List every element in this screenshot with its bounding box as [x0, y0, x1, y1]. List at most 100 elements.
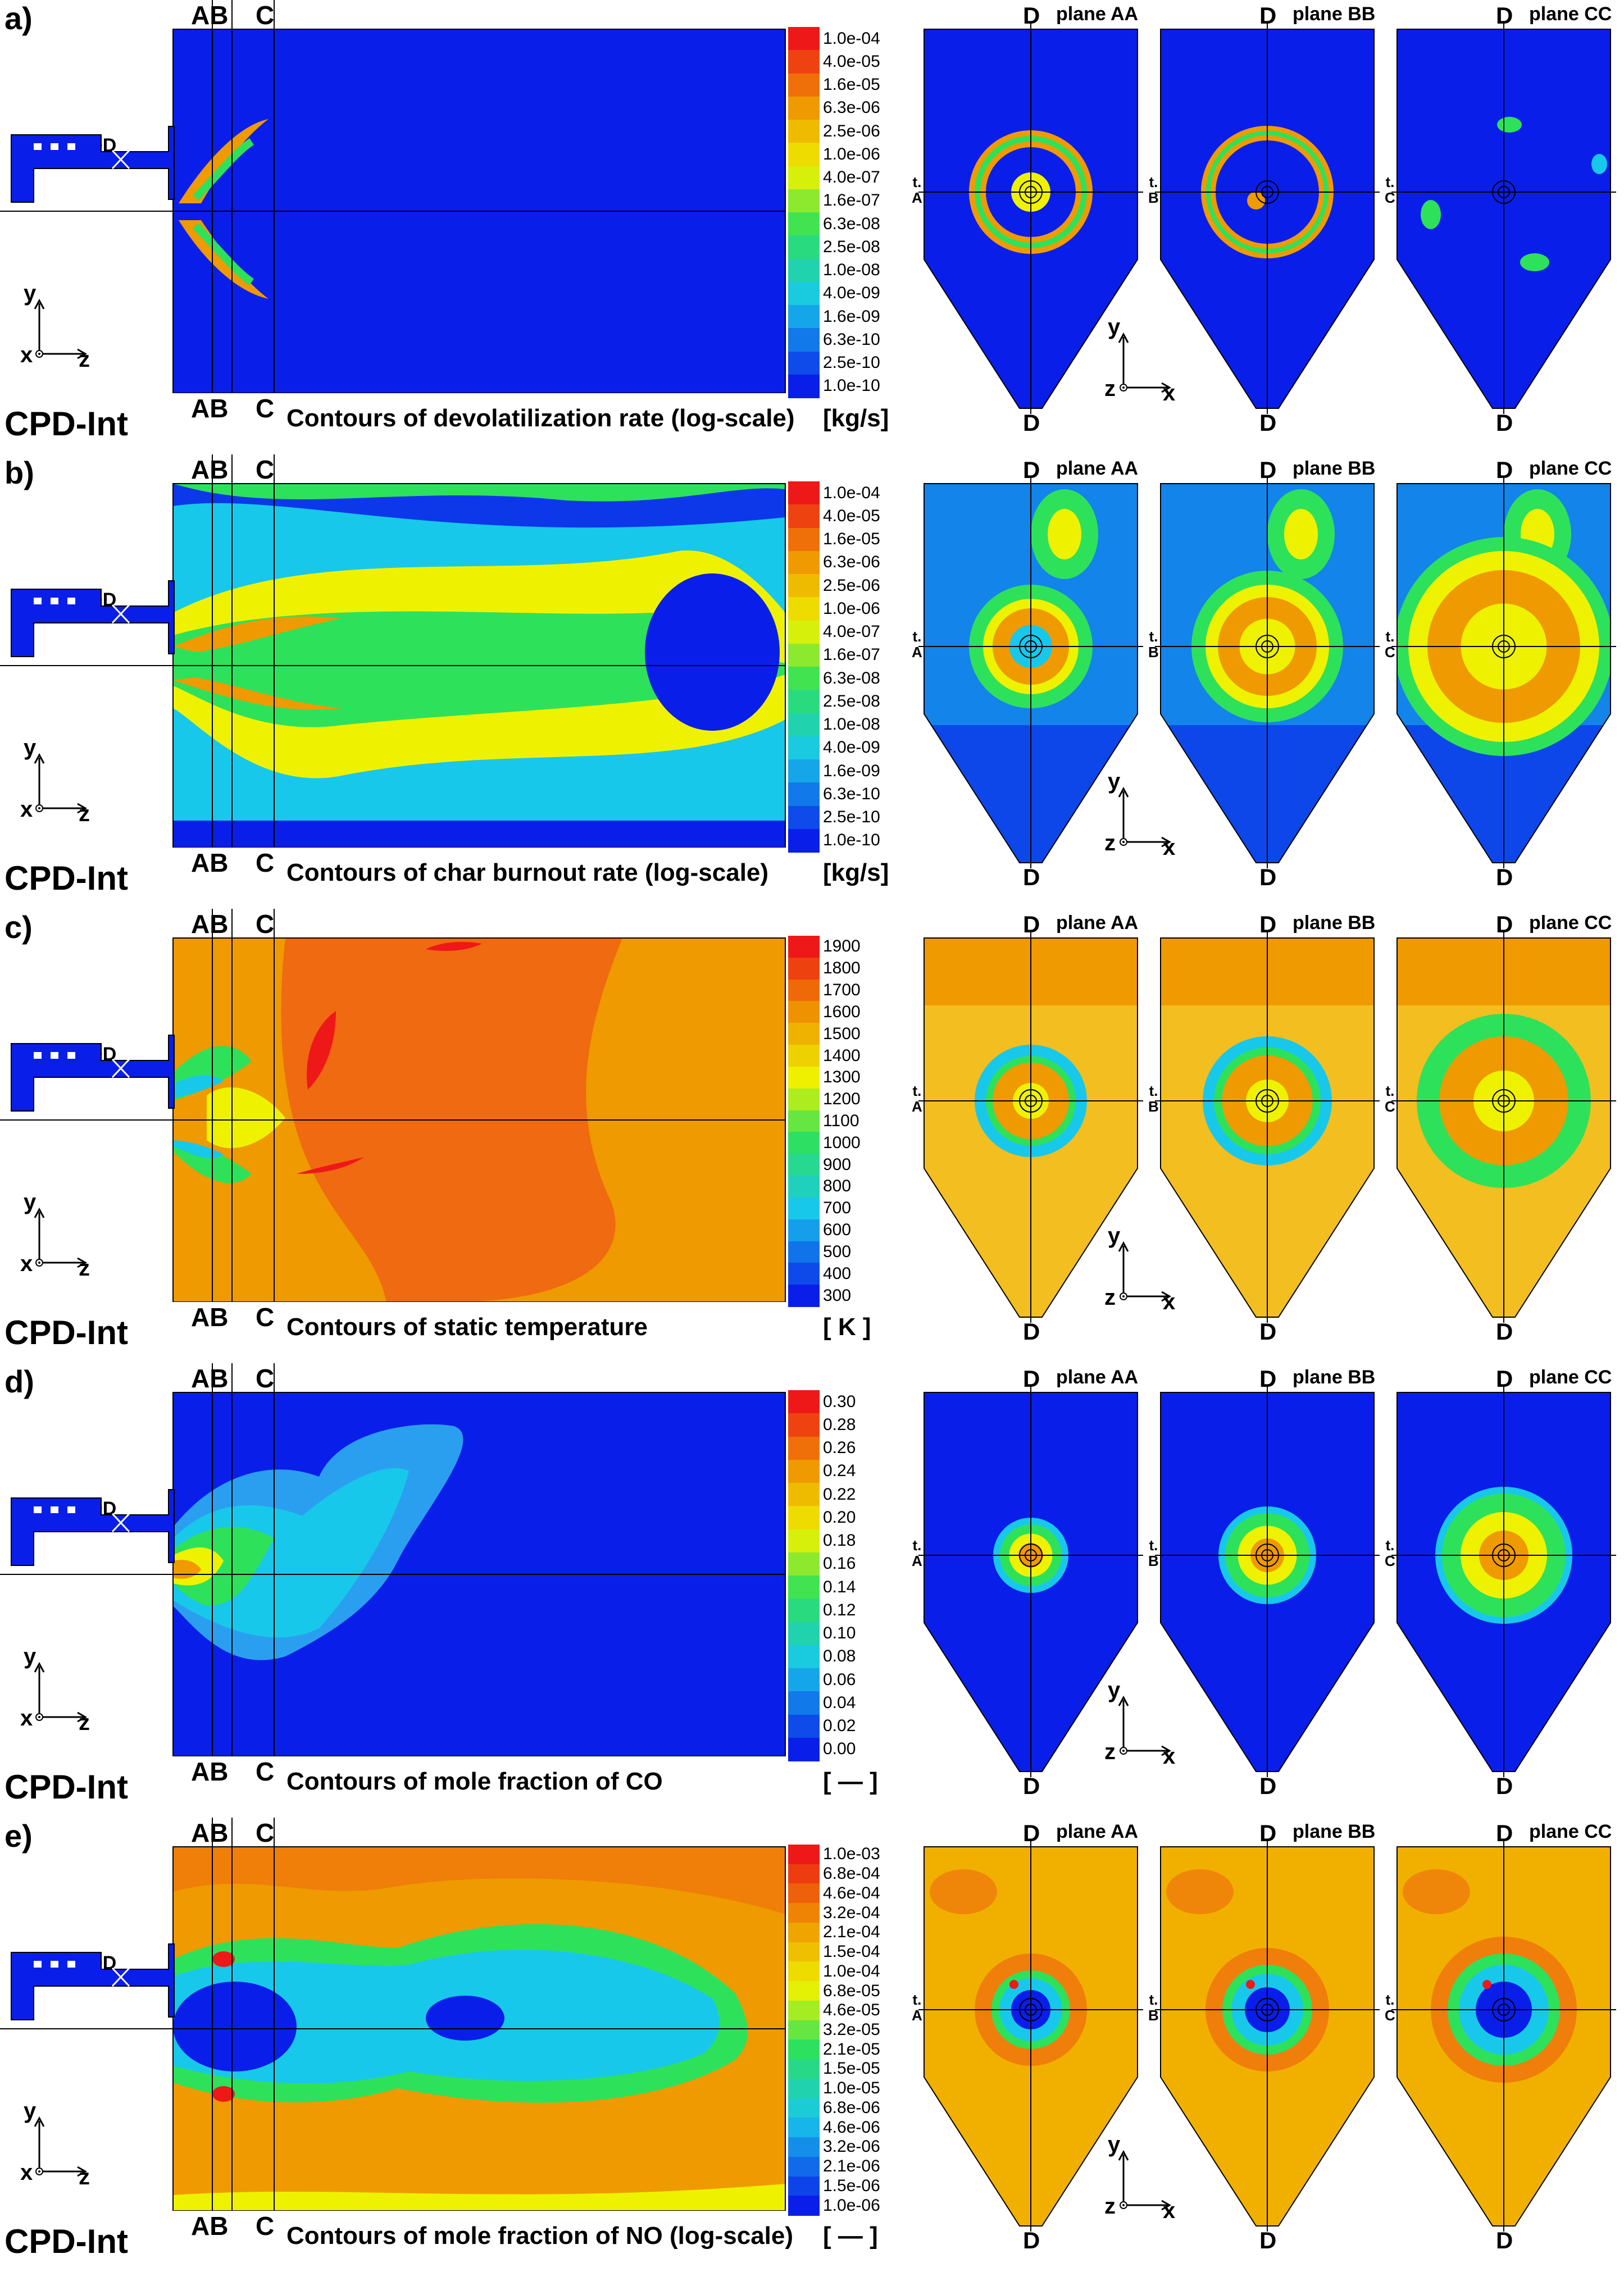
colorbar: 1.0e-03 6.8e-04 4.6e-04 3.2e-04 2.1e-04 1.5e-…	[788, 1845, 929, 2216]
front-d-top: D	[1496, 457, 1513, 483]
colorbar-swatch	[788, 1263, 820, 1286]
side-axes-label-right: z	[79, 802, 90, 826]
front-view-outline	[1160, 1846, 1375, 2227]
colorbar-swatch	[788, 1845, 820, 1865]
colorbar-tick-label: 4.0e-07	[823, 622, 880, 641]
front-d-top: D	[1023, 911, 1040, 937]
burner-shape	[11, 1035, 175, 1112]
plane-title: plane BB	[1293, 1821, 1376, 1842]
colorbar-tick-label: 6.3e-06	[823, 553, 880, 572]
colorbar-swatch	[788, 1154, 820, 1177]
colorbar-tick-label: 2.5e-10	[823, 808, 880, 827]
front-d-top: D	[1023, 2, 1040, 29]
caption: Contours of char burnout rate (log-scale…	[286, 859, 769, 886]
front-d-bottom: D	[1496, 2227, 1513, 2253]
colorbar-swatch	[788, 1066, 820, 1089]
section-c-top: C	[256, 1364, 275, 1393]
burner-shape	[11, 580, 175, 657]
model-label: CPD-Int	[4, 859, 128, 897]
front-t-label-letter: A	[912, 189, 922, 206]
front-axes-label-point: z	[1104, 2194, 1116, 2219]
front-axes-label-right: x	[1163, 835, 1176, 860]
panel-label: a)	[4, 1, 33, 36]
section-ab-bottom: AB	[191, 1757, 229, 1786]
burner-ring-inner	[1261, 186, 1273, 198]
colorbar-tick-label: 4.0e-07	[823, 168, 880, 187]
side-view-contour	[0, 454, 786, 848]
front-t-label-top: t.	[912, 1991, 922, 2008]
colorbar-swatch	[788, 50, 820, 74]
front-view-outline	[1396, 1846, 1611, 2227]
colorbar-swatch	[788, 1285, 820, 1307]
side-axes	[34, 1207, 88, 1268]
front-view-outline	[924, 29, 1138, 409]
colorbar-tick-label: 0.22	[823, 1485, 856, 1504]
colorbar-swatch	[788, 1737, 820, 1761]
colorbar-swatch	[788, 1459, 820, 1483]
front-view-bb	[1155, 1387, 1380, 1777]
side-view-contour	[0, 1363, 786, 1756]
colorbar-swatch	[788, 504, 820, 529]
caption: Contours of mole fraction of NO (log-sca…	[286, 2222, 794, 2250]
side-axes	[34, 298, 88, 359]
colorbar-tick-label: 2.1e-06	[823, 2157, 880, 2176]
front-t-label-letter: A	[912, 2007, 922, 2024]
front-view-aa	[918, 1841, 1143, 2232]
side-axes	[34, 1661, 88, 1723]
front-view-aa	[918, 478, 1143, 868]
front-t-label-top: t.	[912, 628, 922, 645]
side-axes-label-point: x	[20, 1706, 33, 1731]
front-d-top: D	[1023, 1820, 1040, 1846]
burner-ring	[1255, 635, 1279, 658]
front-view-bb	[1155, 1841, 1380, 2232]
front-axes-label-point: z	[1104, 1740, 1116, 1764]
front-view-outline	[1160, 1392, 1375, 1772]
front-d-bottom: D	[1023, 1773, 1040, 1799]
colorbar-swatch	[788, 690, 820, 714]
front-t-label-top: t.	[1385, 628, 1395, 645]
burner-ring	[1492, 635, 1516, 658]
colorbar-swatch	[788, 1436, 820, 1460]
side-axes-label-up: y	[24, 735, 37, 760]
section-c-bottom: C	[256, 394, 275, 423]
colorbar-tick-label: 4.0e-05	[823, 506, 880, 525]
front-t-label-top: t.	[1385, 1991, 1395, 2008]
section-ab-bottom: AB	[191, 1303, 229, 1332]
section-c-top: C	[256, 455, 275, 484]
colorbar-tick-label: 300	[823, 1286, 852, 1305]
colorbar-tick-label: 1.5e-06	[823, 2176, 880, 2195]
front-t-label: t. A	[912, 629, 922, 660]
front-axes-label-point: z	[1104, 831, 1116, 855]
colorbar-tick-label: 1.6e-05	[823, 530, 880, 549]
colorbar-swatch	[788, 2176, 820, 2197]
section-c-bottom: C	[256, 848, 275, 877]
colorbar-swatch	[788, 1023, 820, 1046]
burner-ring-inner	[1025, 1095, 1037, 1107]
colorbar: 1900 1800 1700 1600 1500 1400 1300 1200 1100 1000…	[788, 936, 929, 1307]
colorbar-swatch	[788, 189, 820, 213]
section-c-top: C	[256, 1818, 275, 1847]
burner-ring-inner	[1025, 186, 1037, 198]
burner-ring-inner	[1025, 2004, 1037, 2016]
colorbar-swatch	[788, 1045, 820, 1067]
section-ab-top: AB	[191, 1, 229, 30]
burner-ring-inner	[1498, 1549, 1510, 1561]
colorbar-tick-label: 0.28	[823, 1415, 856, 1434]
section-c-top: C	[256, 1, 275, 30]
side-axes-label-up: y	[24, 1644, 37, 1669]
plane-title: plane AA	[1056, 912, 1139, 934]
side-axes-label-up: y	[24, 1190, 37, 1214]
burner-ring-inner	[1261, 640, 1273, 653]
front-axes	[1118, 2150, 1172, 2211]
colorbar-swatch	[788, 713, 820, 737]
caption: Contours of static temperature	[286, 1313, 648, 1341]
front-t-label: t. A	[912, 1537, 922, 1569]
colorbar-tick-label: 4.6e-04	[823, 1883, 880, 1902]
front-t-label: t. B	[1148, 1537, 1159, 1569]
front-d-top: D	[1496, 2, 1513, 29]
section-ab-bottom: AB	[191, 848, 229, 877]
colorbar-swatch	[788, 1961, 820, 1982]
front-d-bottom: D	[1496, 1318, 1513, 1345]
burner-ring	[1255, 1543, 1279, 1567]
front-view-bb	[1155, 478, 1380, 868]
